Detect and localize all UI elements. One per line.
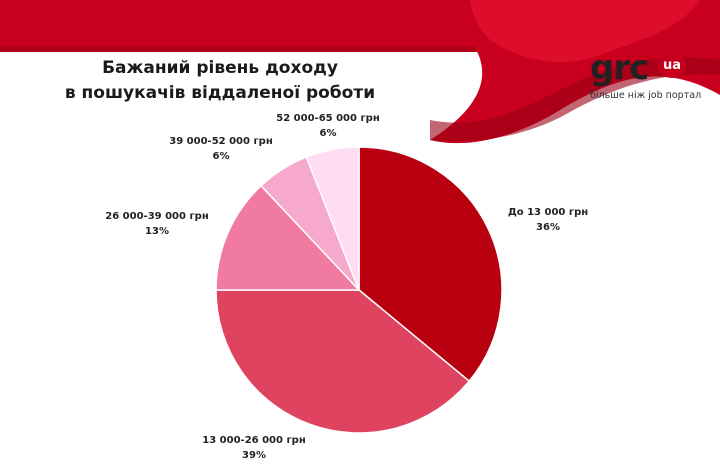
chart-title-line-1: Бажаний рівень доходу <box>102 58 338 78</box>
slice-label-2: 26 000-39 000 грн 13% <box>105 209 208 239</box>
slice-label-2-value: 13% <box>145 226 169 237</box>
slice-label-1: 13 000-26 000 грн 39% <box>202 433 305 463</box>
chart-title: Бажаний рівень доходу в пошукачів віддал… <box>20 56 420 106</box>
grc-logo: grc ua більше ніж job портал <box>590 48 710 108</box>
chart-title-line-2: в пошукачів віддаленої роботи <box>64 83 376 103</box>
pie-slice-2 <box>215 184 361 291</box>
pie-slice-1 <box>215 289 471 434</box>
slice-label-0-name: До 13 000 грн <box>507 207 589 218</box>
banner-swoosh-light <box>470 0 700 63</box>
slice-label-4: 52 000-65 000 грн 6% <box>276 111 379 141</box>
logo-wordmark: grc <box>590 48 649 88</box>
slice-label-0: До 13 000 грн 36% <box>508 205 588 235</box>
slice-label-3-name: 39 000-52 000 грн <box>169 136 273 147</box>
logo-tagline: більше ніж job портал <box>590 90 702 101</box>
slice-label-3: 39 000-52 000 грн 6% <box>169 134 272 164</box>
pie-slice-4 <box>305 146 360 291</box>
slice-label-2-name: 26 000-39 000 грн <box>105 211 209 222</box>
slice-label-4-value: 6% <box>319 128 337 139</box>
slice-label-4-name: 52 000-65 000 грн <box>276 113 380 124</box>
logo-badge: ua <box>658 54 686 78</box>
banner-strip-shade <box>0 46 720 52</box>
pie-slice-0 <box>358 146 503 383</box>
slice-label-3-value: 6% <box>212 151 230 162</box>
slice-label-1-value: 39% <box>242 450 266 461</box>
slice-label-1-name: 13 000-26 000 грн <box>202 435 306 446</box>
slice-label-0-value: 36% <box>536 222 560 233</box>
banner-swoosh-dark <box>430 57 720 142</box>
